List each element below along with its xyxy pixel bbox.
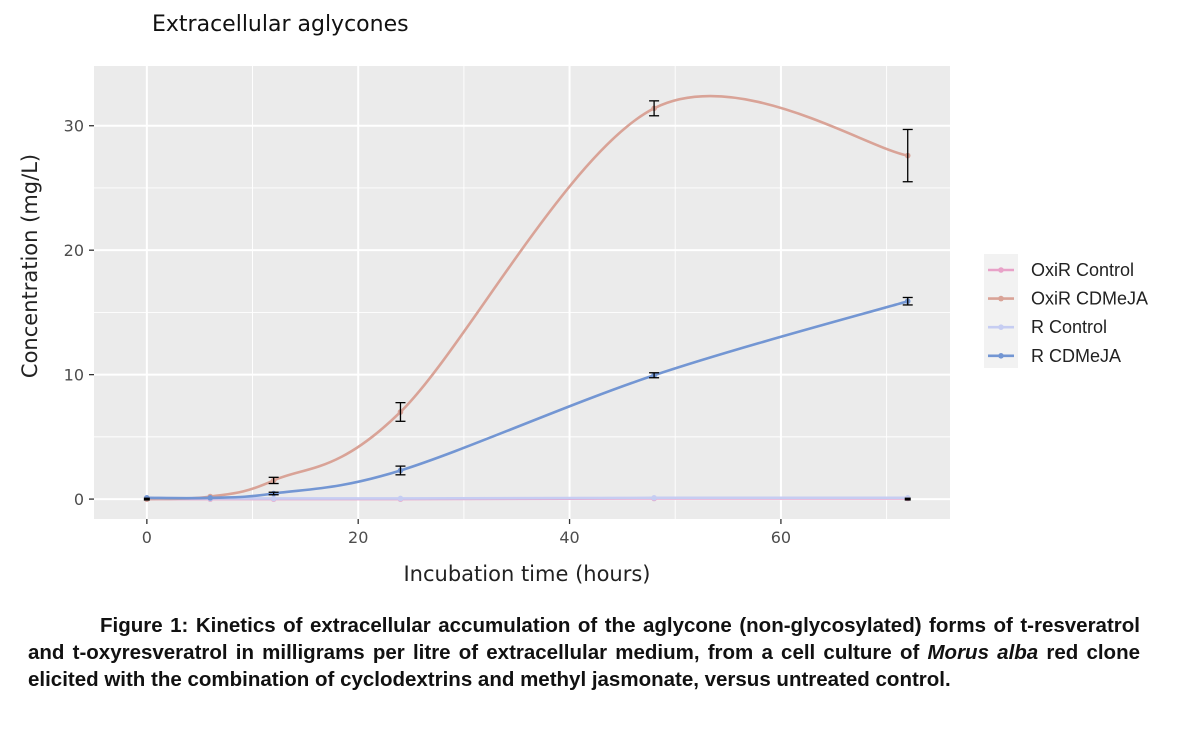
x-tick-label: 60: [771, 528, 791, 547]
caption-text-before: Kinetics of extracellular accumulation o…: [28, 614, 1140, 664]
series-line-r-control: [145, 496, 910, 500]
series-line-r-cdmeja: [145, 299, 910, 500]
legend: OxiR Control OxiR CDMeJA R Control R CDMeJA: [984, 254, 1148, 368]
y-tick-label: 30: [64, 117, 84, 136]
data-point-r-control: [651, 495, 657, 501]
legend-swatch-point: [998, 267, 1004, 273]
baseline-marker: [904, 497, 911, 501]
plot-panel: [94, 66, 950, 519]
series-layer: [144, 94, 911, 502]
legend-swatch-point: [998, 324, 1004, 331]
series-line-oxir-cdmeja: [145, 94, 910, 501]
figure-caption: Figure 1: Kinetics of extracellular accu…: [28, 612, 1140, 693]
chart-title: Extracellular aglycones: [152, 12, 409, 37]
data-point-r-control: [397, 495, 404, 502]
y-axis-label: Concentration (mg/L): [18, 154, 42, 378]
legend-label: R Control: [1031, 317, 1107, 337]
y-tick-label: 10: [64, 366, 84, 385]
y-tick-label: 20: [64, 241, 84, 260]
legend-label: OxiR CDMeJA: [1031, 289, 1148, 309]
caption-species: Morus alba: [927, 641, 1039, 664]
y-tick-label: 0: [74, 490, 84, 509]
legend-label: R CDMeJA: [1031, 346, 1121, 366]
data-point-r-control: [270, 495, 277, 502]
legend-label: OxiR Control: [1031, 260, 1134, 280]
baseline-marker: [143, 497, 150, 501]
caption-label: Figure 1:: [100, 614, 189, 637]
x-axis-label: Incubation time (hours): [403, 562, 650, 586]
x-tick-label: 40: [559, 528, 579, 547]
legend-swatch-point: [998, 295, 1004, 302]
x-tick-label: 0: [142, 528, 152, 547]
axis-ticks: [89, 125, 782, 524]
legend-swatch-point: [998, 353, 1004, 359]
errorbar-layer: [143, 100, 913, 501]
grid-minor: [94, 66, 950, 519]
caption-text-after: red clone elicited with the combination …: [28, 641, 1140, 691]
line-chart: 0 20 40 60 0 10 20 30 Incubation time (hours) C…: [18, 66, 1148, 586]
tick-labels: 0 20 40 60 0 10 20 30: [64, 117, 791, 547]
data-point-r-cdmeja: [207, 495, 214, 501]
x-tick-label: 20: [348, 528, 368, 547]
legend-key-background: [984, 254, 1018, 368]
